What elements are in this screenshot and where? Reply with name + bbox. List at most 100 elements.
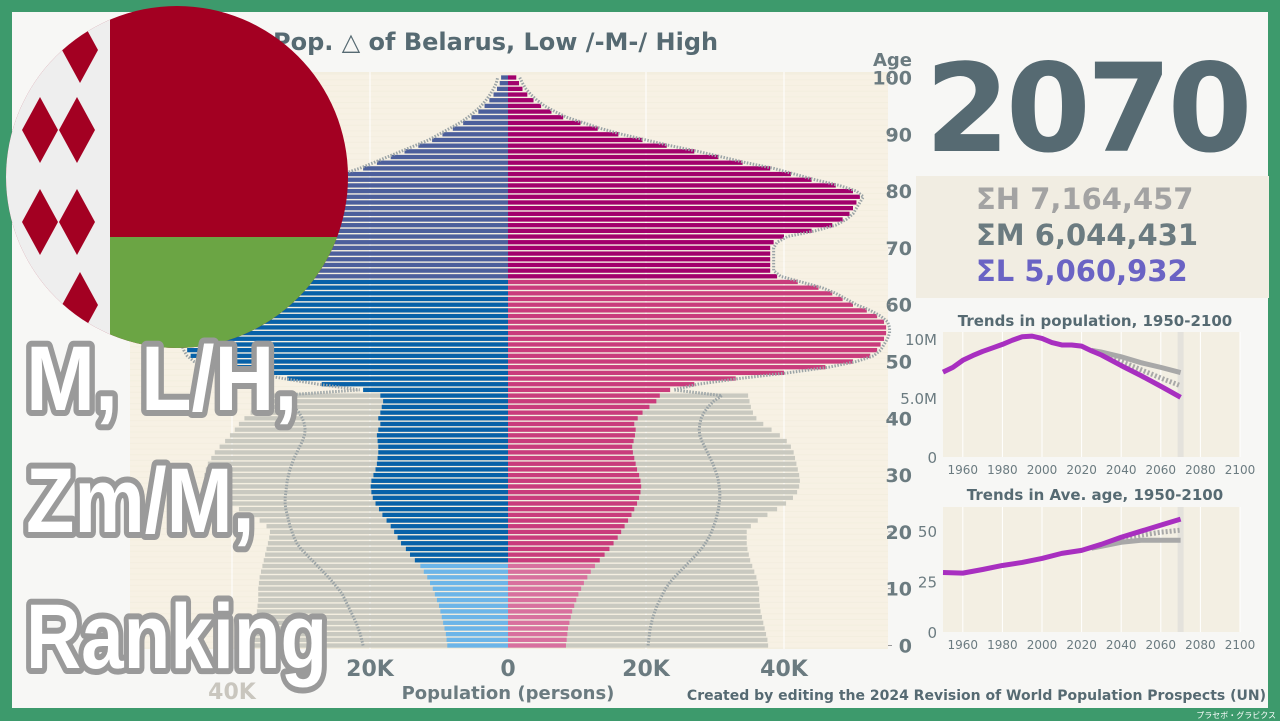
bar-low-male [252, 370, 508, 376]
bar-low-female [508, 637, 567, 642]
bar-low-female [508, 86, 523, 92]
bar-high-female [508, 433, 780, 438]
bar-low-male [252, 205, 508, 211]
bar-low-female [508, 200, 857, 205]
bar-low-female [508, 126, 598, 131]
pyramid-x-axis-title: Population (persons) [402, 683, 615, 704]
bar-low-female [508, 614, 571, 620]
bar-high-female [508, 580, 758, 586]
bar-low-male [471, 115, 508, 120]
pyramid-x-tick-label: 0 [500, 657, 515, 682]
bar-low-male [190, 308, 508, 313]
bar-low-male [321, 382, 508, 387]
trend-x-tick-label: 2040 [1106, 638, 1137, 652]
bar-low-male [183, 336, 508, 341]
bar-low-male [420, 563, 508, 569]
bar-low-female [508, 154, 719, 160]
bar-low-male [394, 529, 508, 535]
bar-low-female [508, 438, 634, 444]
bar-low-female [508, 524, 625, 529]
bar-low-male [187, 347, 508, 353]
bar-low-male [376, 461, 508, 466]
pyramid-y-tick-label: 100 [872, 68, 912, 90]
bar-low-female [508, 529, 622, 535]
bar-low-male [183, 330, 508, 336]
bar-high-female [508, 569, 755, 574]
trend-x-tick-label: 2000 [1027, 463, 1058, 477]
bar-low-male [259, 251, 508, 256]
bar-low-male [405, 546, 508, 552]
bar-low-female [508, 120, 581, 126]
bar-high-male [263, 558, 508, 563]
pyramid-y-axis-title: Age [873, 50, 912, 71]
bar-low-female [508, 387, 671, 393]
credit-text: Created by editing the 2024 Revision of … [686, 688, 1266, 704]
bar-low-female [508, 336, 885, 341]
flag-ornament-diamond [59, 189, 95, 255]
bar-low-female [508, 223, 833, 228]
bar-low-female [508, 592, 579, 597]
bar-low-female [508, 518, 629, 523]
bar-high-female [508, 603, 760, 608]
bar-low-female [508, 274, 778, 279]
bar-low-male [185, 319, 508, 324]
pyramid-y-tick-label: 40 [886, 408, 912, 430]
bar-low-female [508, 586, 582, 591]
bar-low-female [508, 643, 566, 648]
bar-high-female [508, 586, 760, 591]
pyramid-y-tick-label: 90 [886, 124, 912, 146]
bar-high-male [262, 563, 508, 569]
trend-line-low [941, 333, 1182, 400]
bar-high-female [508, 518, 758, 523]
bar-low-male [252, 234, 508, 239]
bar-high-male [251, 637, 508, 642]
bar-low-male [185, 342, 508, 347]
bar-high-female [508, 626, 765, 631]
bar-low-male [197, 359, 508, 364]
bar-high-female [508, 643, 769, 648]
overlay-line-2: Zm/M, [26, 449, 255, 552]
bar-high-female [508, 592, 760, 597]
bar-low-female [508, 461, 636, 466]
bar-low-female [508, 132, 619, 137]
bar-high-female [508, 421, 764, 427]
bar-low-female [508, 81, 520, 86]
bar-low-female [508, 433, 635, 438]
trend-x-tick-label: 2000 [1027, 638, 1058, 652]
bar-low-male [382, 512, 508, 518]
current-year: 2070 [925, 38, 1253, 180]
bar-low-female [508, 103, 542, 109]
bar-low-male [363, 166, 508, 171]
bar-low-female [508, 228, 812, 234]
bar-low-female [508, 467, 638, 472]
trend-y-tick-label: 0 [927, 449, 937, 467]
bar-low-male [378, 427, 508, 432]
bar-low-female [508, 444, 633, 449]
bar-low-male [370, 484, 508, 489]
trend-x-tick-label: 2060 [1146, 638, 1177, 652]
bar-high-female [508, 541, 747, 546]
pyramid-y-tick-label: 20 [886, 522, 912, 544]
bar-high-male [265, 552, 508, 557]
overlay-line-3: Ranking [26, 584, 327, 687]
bar-low-male [397, 535, 508, 540]
bar-low-female [508, 620, 570, 625]
bar-low-female [508, 546, 610, 552]
bar-high-female [508, 614, 762, 620]
bar-low-female [508, 575, 588, 580]
bar-low-male [383, 399, 508, 404]
bar-low-male [211, 285, 509, 290]
bar-low-female [508, 177, 812, 182]
bar-low-female [508, 234, 784, 239]
bar-low-male [447, 643, 508, 648]
bar-low-female [508, 109, 552, 114]
sum-high: ΣH 7,164,457 [976, 182, 1193, 216]
bar-low-female [508, 626, 569, 631]
bar-low-male [377, 438, 508, 444]
bar-low-female [508, 75, 517, 80]
pyramid-y-tick-label: 30 [886, 465, 912, 487]
bar-low-male [256, 240, 508, 245]
bar-low-male [434, 592, 508, 597]
bar-low-female [508, 313, 878, 319]
